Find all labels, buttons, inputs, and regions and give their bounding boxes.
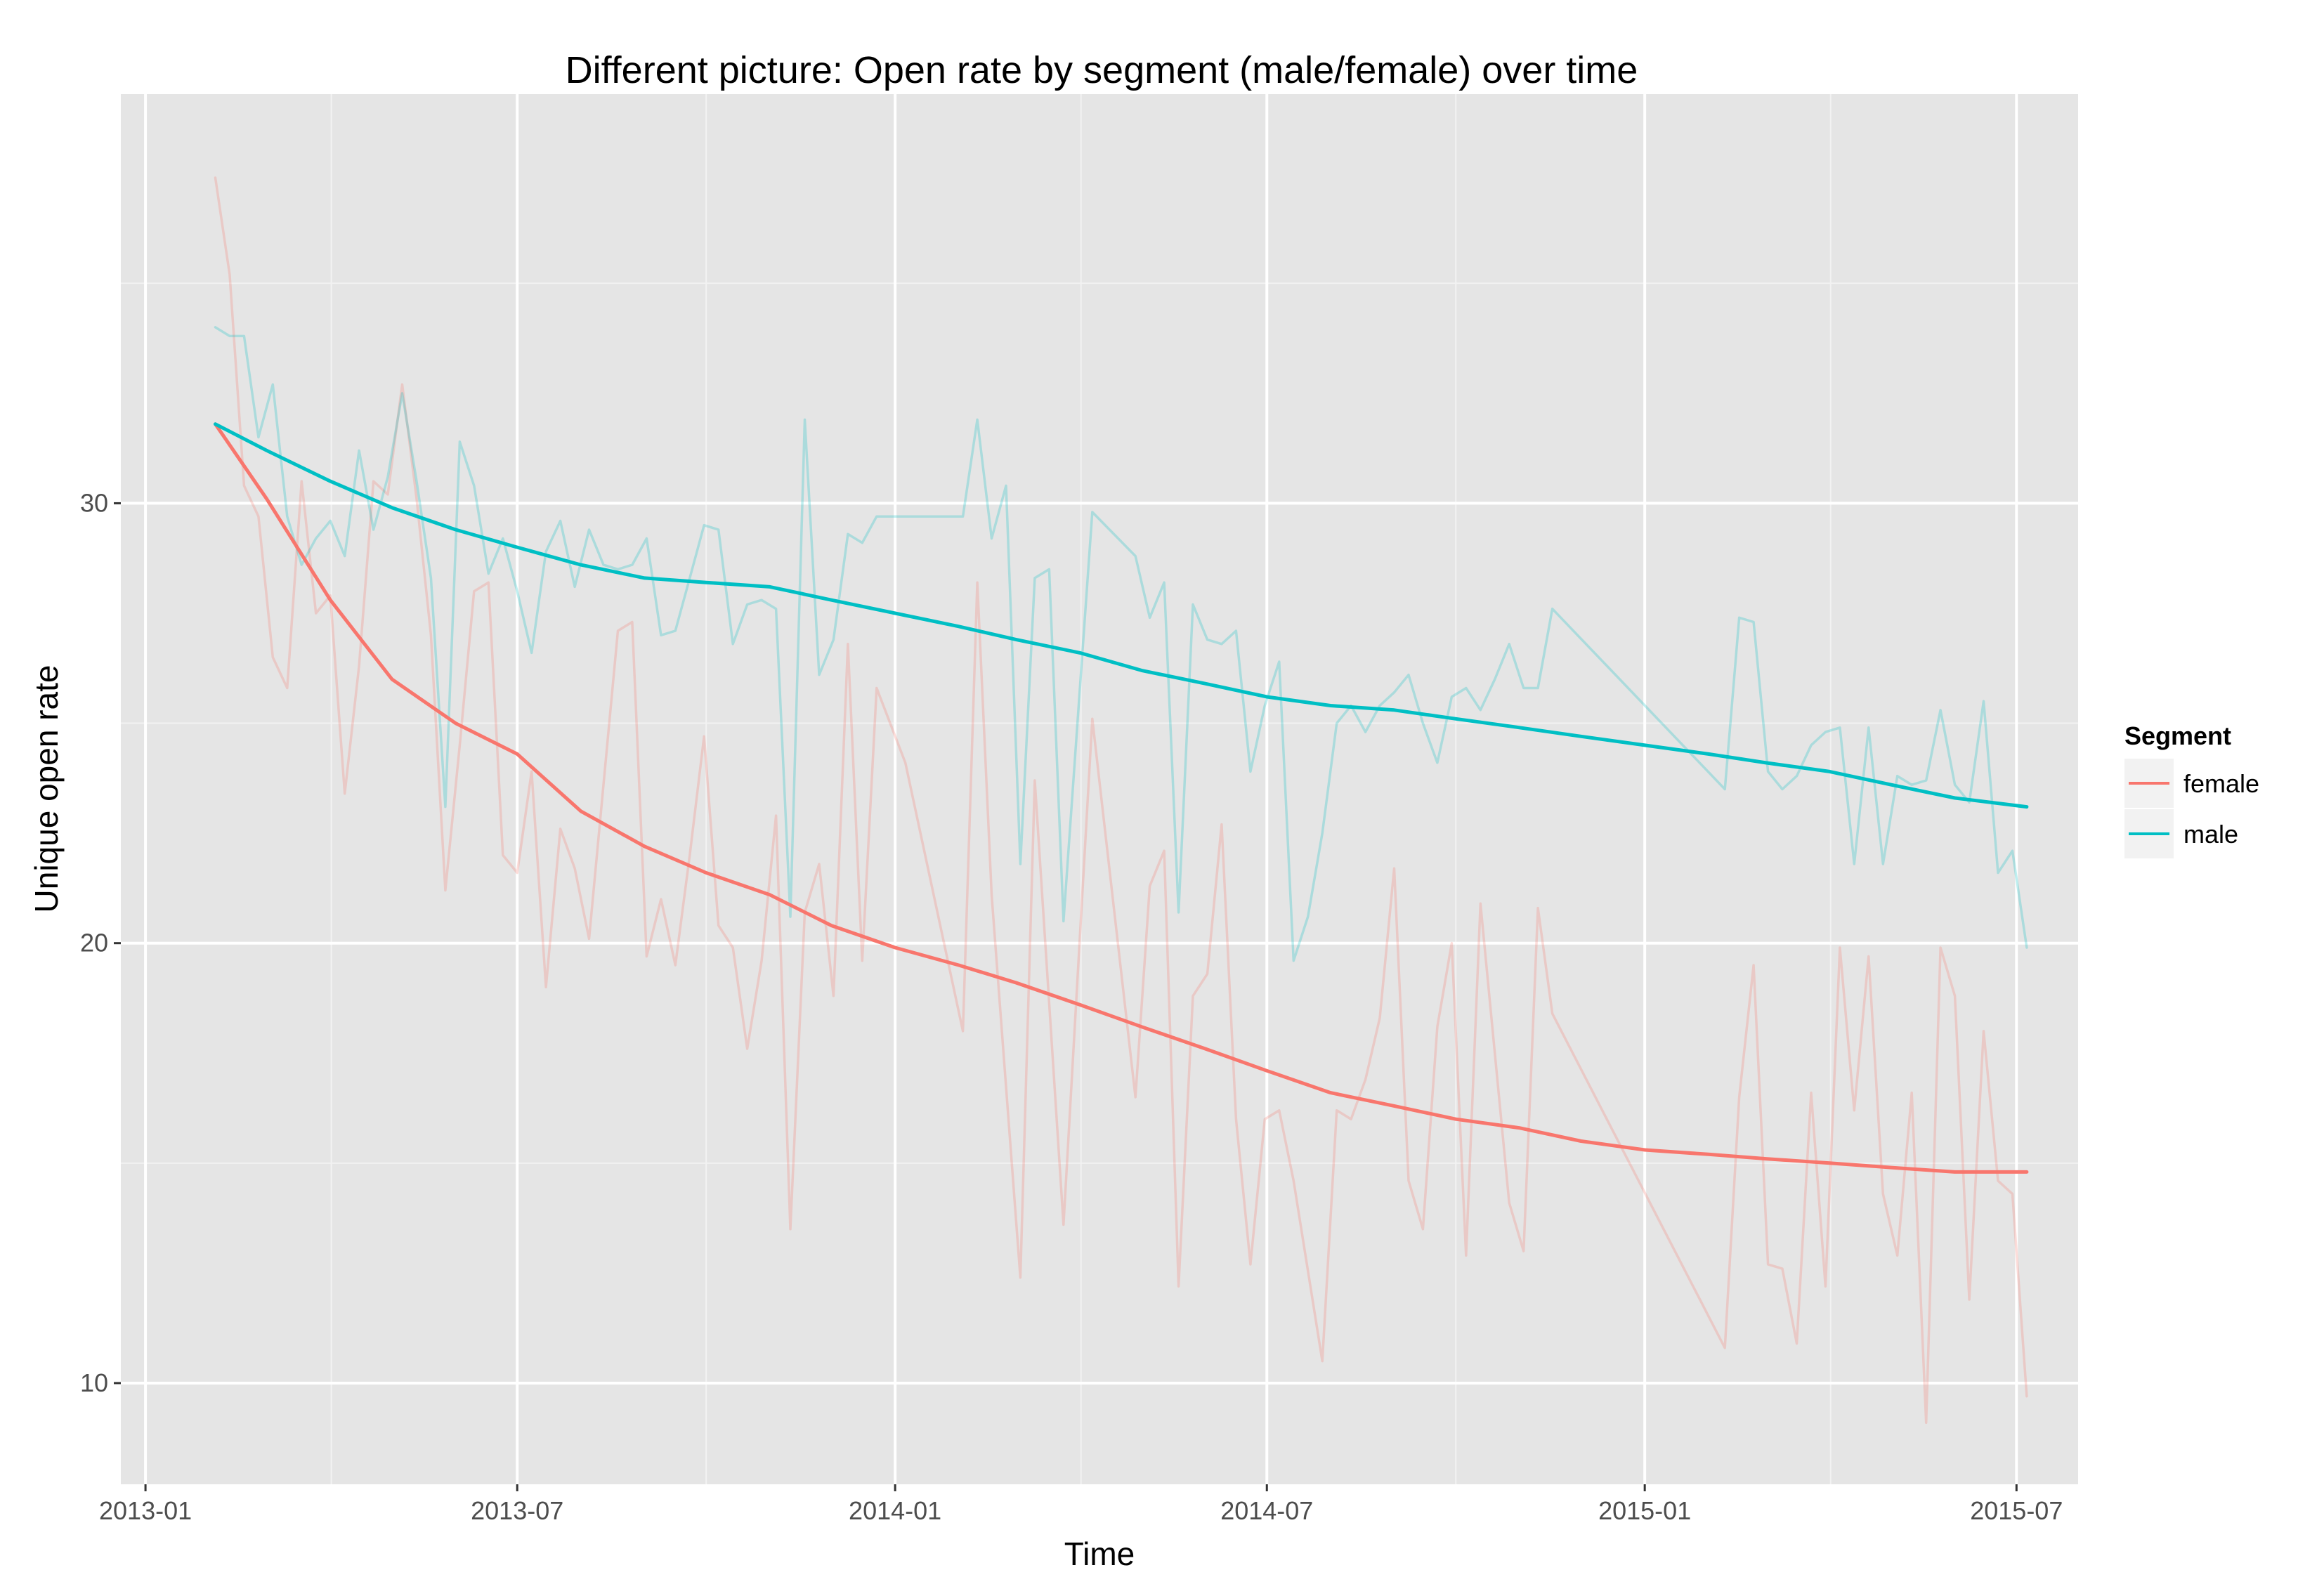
axes: 10 20 30 2013-01 2013-07 2014-01 2014-07 2015-0… (80, 488, 2063, 1525)
series-female-raw (214, 176, 2028, 1425)
grid-minor (121, 94, 2078, 1484)
y-tick-label-20: 20 (80, 929, 108, 957)
y-tick-label-30: 30 (80, 488, 108, 517)
x-tick-label-2013-07: 2013-07 (471, 1496, 563, 1525)
legend-label-female: female (2183, 769, 2259, 798)
legend: Segment female male (2124, 721, 2259, 858)
y-tick-label-10: 10 (80, 1368, 108, 1397)
y-axis-title: Unique open rate (28, 665, 65, 913)
series-female-smooth (214, 422, 2029, 1174)
x-tick-label-2014-01: 2014-01 (849, 1496, 941, 1525)
x-tick-label-2014-07: 2014-07 (1220, 1496, 1313, 1525)
plot-panel (121, 94, 2078, 1484)
legend-label-male: male (2183, 820, 2238, 849)
series-male-smooth (214, 422, 2029, 809)
legend-item-male: male (2124, 809, 2238, 858)
grid-major (121, 94, 2078, 1484)
x-axis-title: Time (1064, 1536, 1135, 1572)
chart-title: Different picture: Open rate by segment … (566, 49, 1638, 91)
x-tick-label-2013-01: 2013-01 (99, 1496, 192, 1525)
legend-title: Segment (2124, 721, 2231, 750)
legend-item-female: female (2124, 759, 2259, 808)
x-tick-label-2015-07: 2015-07 (1970, 1496, 2063, 1525)
x-tick-label-2015-01: 2015-01 (1598, 1496, 1691, 1525)
series-male-raw (214, 326, 2028, 962)
series-layer (214, 176, 2029, 1425)
